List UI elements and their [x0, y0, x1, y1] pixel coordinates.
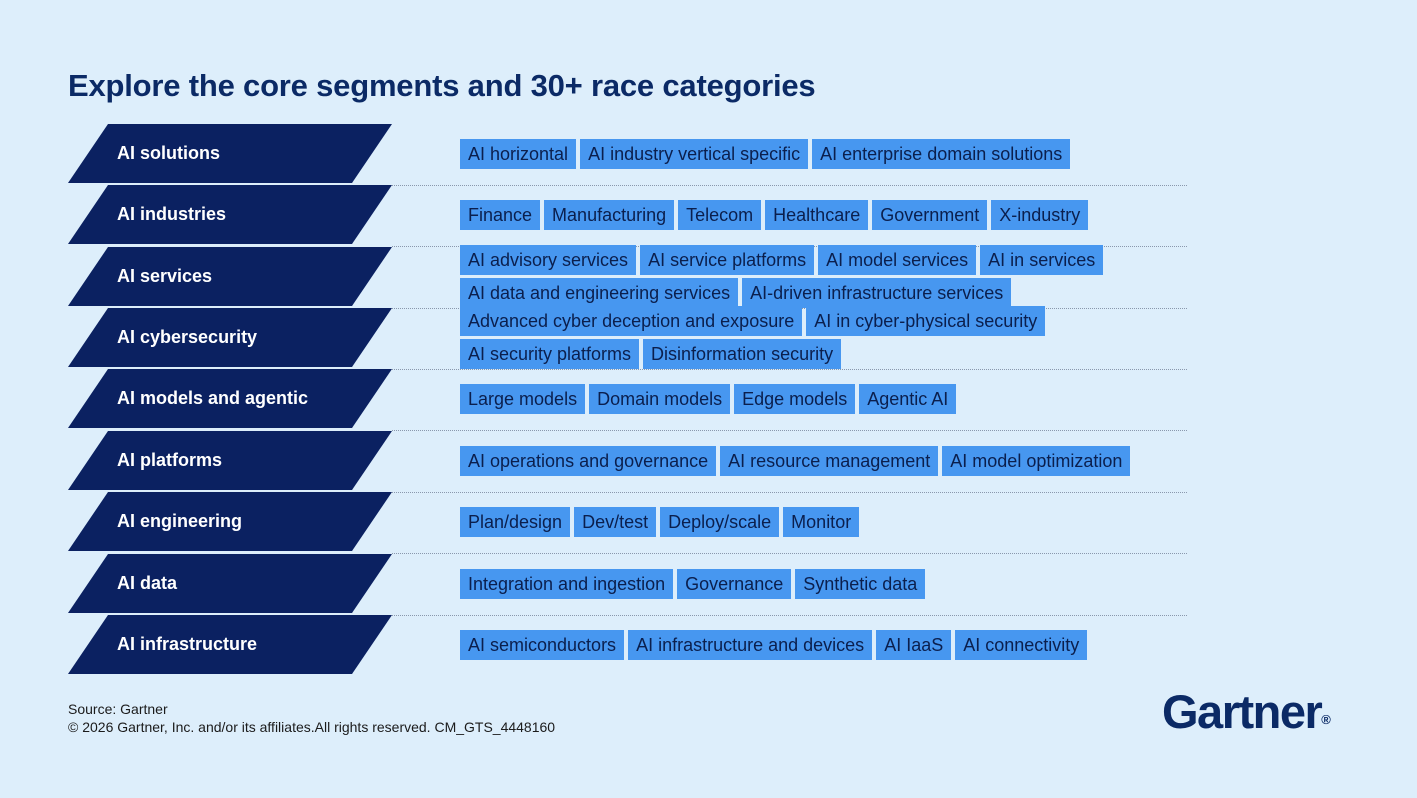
logo-text: Gartner: [1162, 685, 1323, 738]
category-line: Plan/design Dev/test Deploy/scale Monitor: [460, 507, 1200, 537]
segment-row-ai-services: AI services AI advisory services AI servic…: [0, 245, 1417, 308]
copyright-text: © 2026 Gartner, Inc. and/or its affiliat…: [68, 719, 556, 735]
category-line: AI horizontal AI industry vertical specif…: [460, 139, 1200, 169]
segment-row-ai-models-and-agentic: AI models and agentic Large models Domain …: [0, 368, 1417, 429]
row-divider: [392, 185, 1187, 186]
gartner-logo: Gartner®: [1162, 684, 1331, 739]
segment-label[interactable]: AI industries: [68, 185, 392, 244]
category-chip[interactable]: AI resource management: [720, 446, 939, 476]
category-chip[interactable]: AI model optimization: [942, 446, 1131, 476]
category-group: Plan/design Dev/test Deploy/scale Monitor: [460, 507, 1200, 537]
category-group: AI advisory services AI service platforms…: [460, 245, 1200, 308]
category-chip[interactable]: AI-driven infrastructure services: [742, 278, 1012, 308]
category-chip[interactable]: AI industry vertical specific: [580, 139, 809, 169]
category-chip[interactable]: Synthetic data: [795, 569, 926, 599]
category-line: AI operations and governance AI resource …: [460, 446, 1200, 476]
segment-label[interactable]: AI cybersecurity: [68, 308, 392, 367]
category-chip[interactable]: AI IaaS: [876, 630, 952, 660]
category-group: Finance Manufacturing Telecom Healthcare Gov…: [460, 200, 1200, 230]
category-line: Large models Domain models Edge models Agen…: [460, 384, 1200, 414]
category-chip[interactable]: AI enterprise domain solutions: [812, 139, 1071, 169]
category-chip[interactable]: Finance: [460, 200, 541, 230]
category-group: AI horizontal AI industry vertical specif…: [460, 139, 1200, 169]
category-chip[interactable]: Disinformation security: [643, 339, 842, 369]
category-line: AI semiconductors AI infrastructure and d…: [460, 630, 1200, 660]
category-chip[interactable]: AI in cyber-physical security: [806, 306, 1046, 336]
category-chip[interactable]: Plan/design: [460, 507, 571, 537]
category-chip[interactable]: Monitor: [783, 507, 860, 537]
category-line: AI advisory services AI service platforms…: [460, 245, 1200, 275]
category-chip[interactable]: AI in services: [980, 245, 1104, 275]
category-chip[interactable]: Dev/test: [574, 507, 657, 537]
row-divider: [392, 369, 1187, 370]
category-chip[interactable]: AI model services: [818, 245, 977, 275]
category-line: Finance Manufacturing Telecom Healthcare Gov…: [460, 200, 1200, 230]
segment-label[interactable]: AI platforms: [68, 431, 392, 490]
category-chip[interactable]: Deploy/scale: [660, 507, 780, 537]
category-group: AI semiconductors AI infrastructure and d…: [460, 630, 1200, 660]
segment-row-ai-industries: AI industries Finance Manufacturing Telecom…: [0, 184, 1417, 245]
category-group: Integration and ingestion Governance Synth…: [460, 569, 1200, 599]
category-chip[interactable]: Domain models: [589, 384, 731, 414]
row-divider: [392, 553, 1187, 554]
category-chip[interactable]: Manufacturing: [544, 200, 675, 230]
category-chip[interactable]: AI semiconductors: [460, 630, 625, 660]
category-group: Large models Domain models Edge models Agen…: [460, 384, 1200, 414]
category-line: AI data and engineering services AI-drive…: [460, 278, 1200, 308]
category-chip[interactable]: Agentic AI: [859, 384, 957, 414]
category-chip[interactable]: Governance: [677, 569, 792, 599]
segment-label[interactable]: AI engineering: [68, 492, 392, 551]
category-group: Advanced cyber deception and exposure AI …: [460, 306, 1200, 369]
category-chip[interactable]: AI data and engineering services: [460, 278, 739, 308]
category-line: Integration and ingestion Governance Synth…: [460, 569, 1200, 599]
segment-row-ai-engineering: AI engineering Plan/design Dev/test Deploy/…: [0, 491, 1417, 552]
category-chip[interactable]: Healthcare: [765, 200, 869, 230]
category-chip[interactable]: Telecom: [678, 200, 762, 230]
source-text: Source: Gartner: [68, 701, 168, 717]
segment-row-ai-data: AI data Integration and ingestion Governan…: [0, 553, 1417, 614]
category-line: Advanced cyber deception and exposure AI …: [460, 306, 1200, 336]
category-chip[interactable]: AI connectivity: [955, 630, 1088, 660]
category-chip[interactable]: Government: [872, 200, 988, 230]
segment-label[interactable]: AI solutions: [68, 124, 392, 183]
registered-mark: ®: [1321, 712, 1331, 727]
category-chip[interactable]: AI horizontal: [460, 139, 577, 169]
category-chip[interactable]: AI service platforms: [640, 245, 815, 275]
category-chip[interactable]: AI advisory services: [460, 245, 637, 275]
category-chip[interactable]: Edge models: [734, 384, 856, 414]
segment-row-ai-infrastructure: AI infrastructure AI semiconductors AI inf…: [0, 614, 1417, 675]
segment-label[interactable]: AI models and agentic: [68, 369, 392, 428]
segment-label[interactable]: AI data: [68, 554, 392, 613]
source-footer: Source: Gartner © 2026 Gartner, Inc. and…: [68, 700, 555, 736]
category-group: AI operations and governance AI resource …: [460, 446, 1200, 476]
category-chip[interactable]: Large models: [460, 384, 586, 414]
row-divider: [392, 615, 1187, 616]
page-title: Explore the core segments and 30+ race c…: [68, 68, 816, 103]
category-chip[interactable]: AI infrastructure and devices: [628, 630, 873, 660]
category-chip[interactable]: AI operations and governance: [460, 446, 717, 476]
category-chip[interactable]: Advanced cyber deception and exposure: [460, 306, 803, 336]
category-chip[interactable]: X-industry: [991, 200, 1089, 230]
segment-row-ai-solutions: AI solutions AI horizontal AI industry ver…: [0, 123, 1417, 184]
segment-label[interactable]: AI services: [68, 247, 392, 306]
category-line: AI security platforms Disinformation secu…: [460, 339, 1200, 369]
category-chip[interactable]: Integration and ingestion: [460, 569, 674, 599]
row-divider: [392, 492, 1187, 493]
segment-row-ai-cybersecurity: AI cybersecurity Advanced cyber deception…: [0, 306, 1417, 369]
segment-label[interactable]: AI infrastructure: [68, 615, 392, 674]
category-chip[interactable]: AI security platforms: [460, 339, 640, 369]
row-divider: [392, 430, 1187, 431]
segment-row-ai-platforms: AI platforms AI operations and governance…: [0, 430, 1417, 491]
